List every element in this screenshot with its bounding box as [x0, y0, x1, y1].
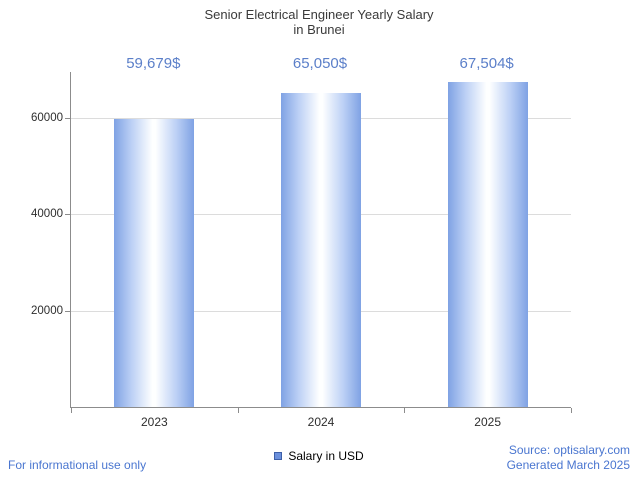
bar — [447, 81, 528, 407]
y-axis-label: 20000 — [31, 304, 63, 317]
x-axis-label: 2024 — [307, 415, 335, 429]
footer-disclaimer: For informational use only — [8, 458, 147, 472]
footer-meta: Source: optisalary.com Generated March 2… — [507, 443, 630, 473]
bar — [281, 93, 361, 407]
x-axis-label: 2023 — [140, 415, 168, 429]
chart-title-line2: in Brunei — [293, 22, 345, 37]
chart-title-line1: Senior Electrical Engineer Yearly Salary — [204, 7, 434, 22]
footer-source-link[interactable]: Source: optisalary.com — [508, 443, 630, 457]
y-axis-label: 60000 — [31, 111, 63, 124]
bar — [114, 119, 195, 407]
plot-area: 20000 40000 60000 2023 2024 2025 — [31, 72, 572, 429]
legend: Salary in USD — [0, 449, 638, 463]
value-label: 59,679$ — [126, 55, 181, 72]
legend-label: Salary in USD — [288, 449, 364, 463]
x-axis-tick — [71, 408, 72, 413]
value-label: 65,050$ — [292, 55, 348, 72]
legend-marker-icon — [274, 452, 283, 460]
x-axis-tick — [404, 408, 406, 413]
value-label: 67,504$ — [459, 55, 514, 72]
x-axis-tick — [237, 408, 239, 413]
footer-generated: Generated March 2025 — [506, 458, 630, 472]
y-axis-tick — [65, 214, 70, 216]
x-axis-label: 2025 — [474, 415, 502, 429]
y-axis-label: 40000 — [31, 208, 63, 221]
y-axis-tick — [65, 310, 70, 312]
y-axis-tick — [65, 117, 70, 119]
x-axis-tick — [571, 408, 572, 413]
